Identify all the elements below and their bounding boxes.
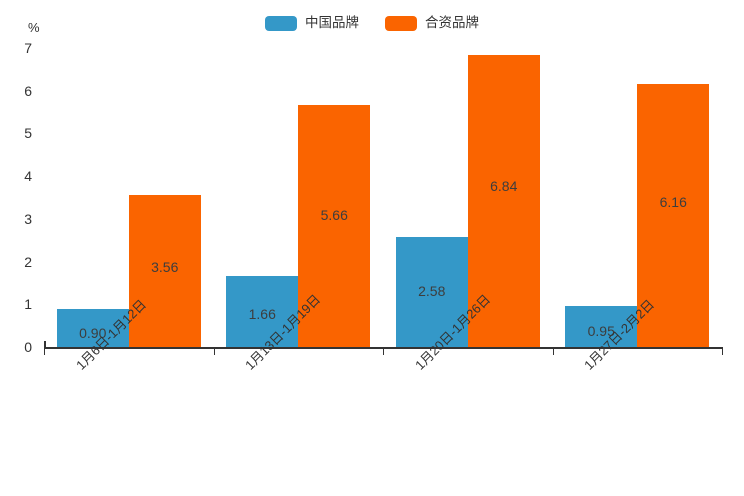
bar-value-label: 3.56 bbox=[151, 258, 179, 275]
bar-value-label: 2.58 bbox=[418, 283, 446, 300]
chart-legend: 中国品牌 合资品牌 bbox=[0, 12, 744, 34]
y-axis-origin-tick bbox=[44, 341, 46, 348]
y-axis-tick-label: 7 bbox=[24, 40, 32, 56]
y-axis-tick-label: 3 bbox=[24, 210, 32, 227]
x-axis-tick-mark bbox=[213, 347, 215, 355]
legend-swatch-joint-venture bbox=[385, 15, 417, 31]
bar-value-label: 6.84 bbox=[490, 177, 518, 194]
y-axis-tick-label: 5 bbox=[24, 125, 32, 142]
y-axis-tick-label: 6 bbox=[24, 82, 32, 99]
legend-label-joint-venture: 合资品牌 bbox=[425, 15, 479, 31]
x-axis-tick-mark bbox=[44, 347, 46, 355]
x-axis-tick-mark bbox=[383, 347, 385, 355]
bar-joint-venture[interactable]: 6.16 bbox=[637, 83, 710, 347]
bar-value-label: 6.16 bbox=[659, 194, 687, 211]
legend-swatch-china-brand bbox=[265, 15, 297, 31]
y-axis-tick-label: 4 bbox=[24, 168, 32, 185]
y-axis-tick-label: 2 bbox=[24, 253, 32, 270]
y-axis-unit-label: % bbox=[28, 20, 40, 35]
x-axis-tick-mark bbox=[722, 347, 724, 355]
legend-item-china-brand[interactable]: 中国品牌 bbox=[265, 15, 359, 31]
legend-label-china-brand: 中国品牌 bbox=[305, 15, 359, 31]
bar-joint-venture[interactable]: 3.56 bbox=[128, 194, 201, 347]
bar-value-label: 5.66 bbox=[320, 206, 348, 223]
x-axis-tick-mark bbox=[552, 347, 554, 355]
legend-item-joint-venture[interactable]: 合资品牌 bbox=[385, 15, 479, 31]
y-axis-tick-label: 0 bbox=[24, 339, 32, 355]
y-axis-tick-label: 1 bbox=[24, 296, 32, 313]
plot-area: 0 1 2 3 4 5 6 7 0.90 3.56 1.66 5.66 2.58 6.84 0.95 6.16 bbox=[24, 40, 722, 355]
